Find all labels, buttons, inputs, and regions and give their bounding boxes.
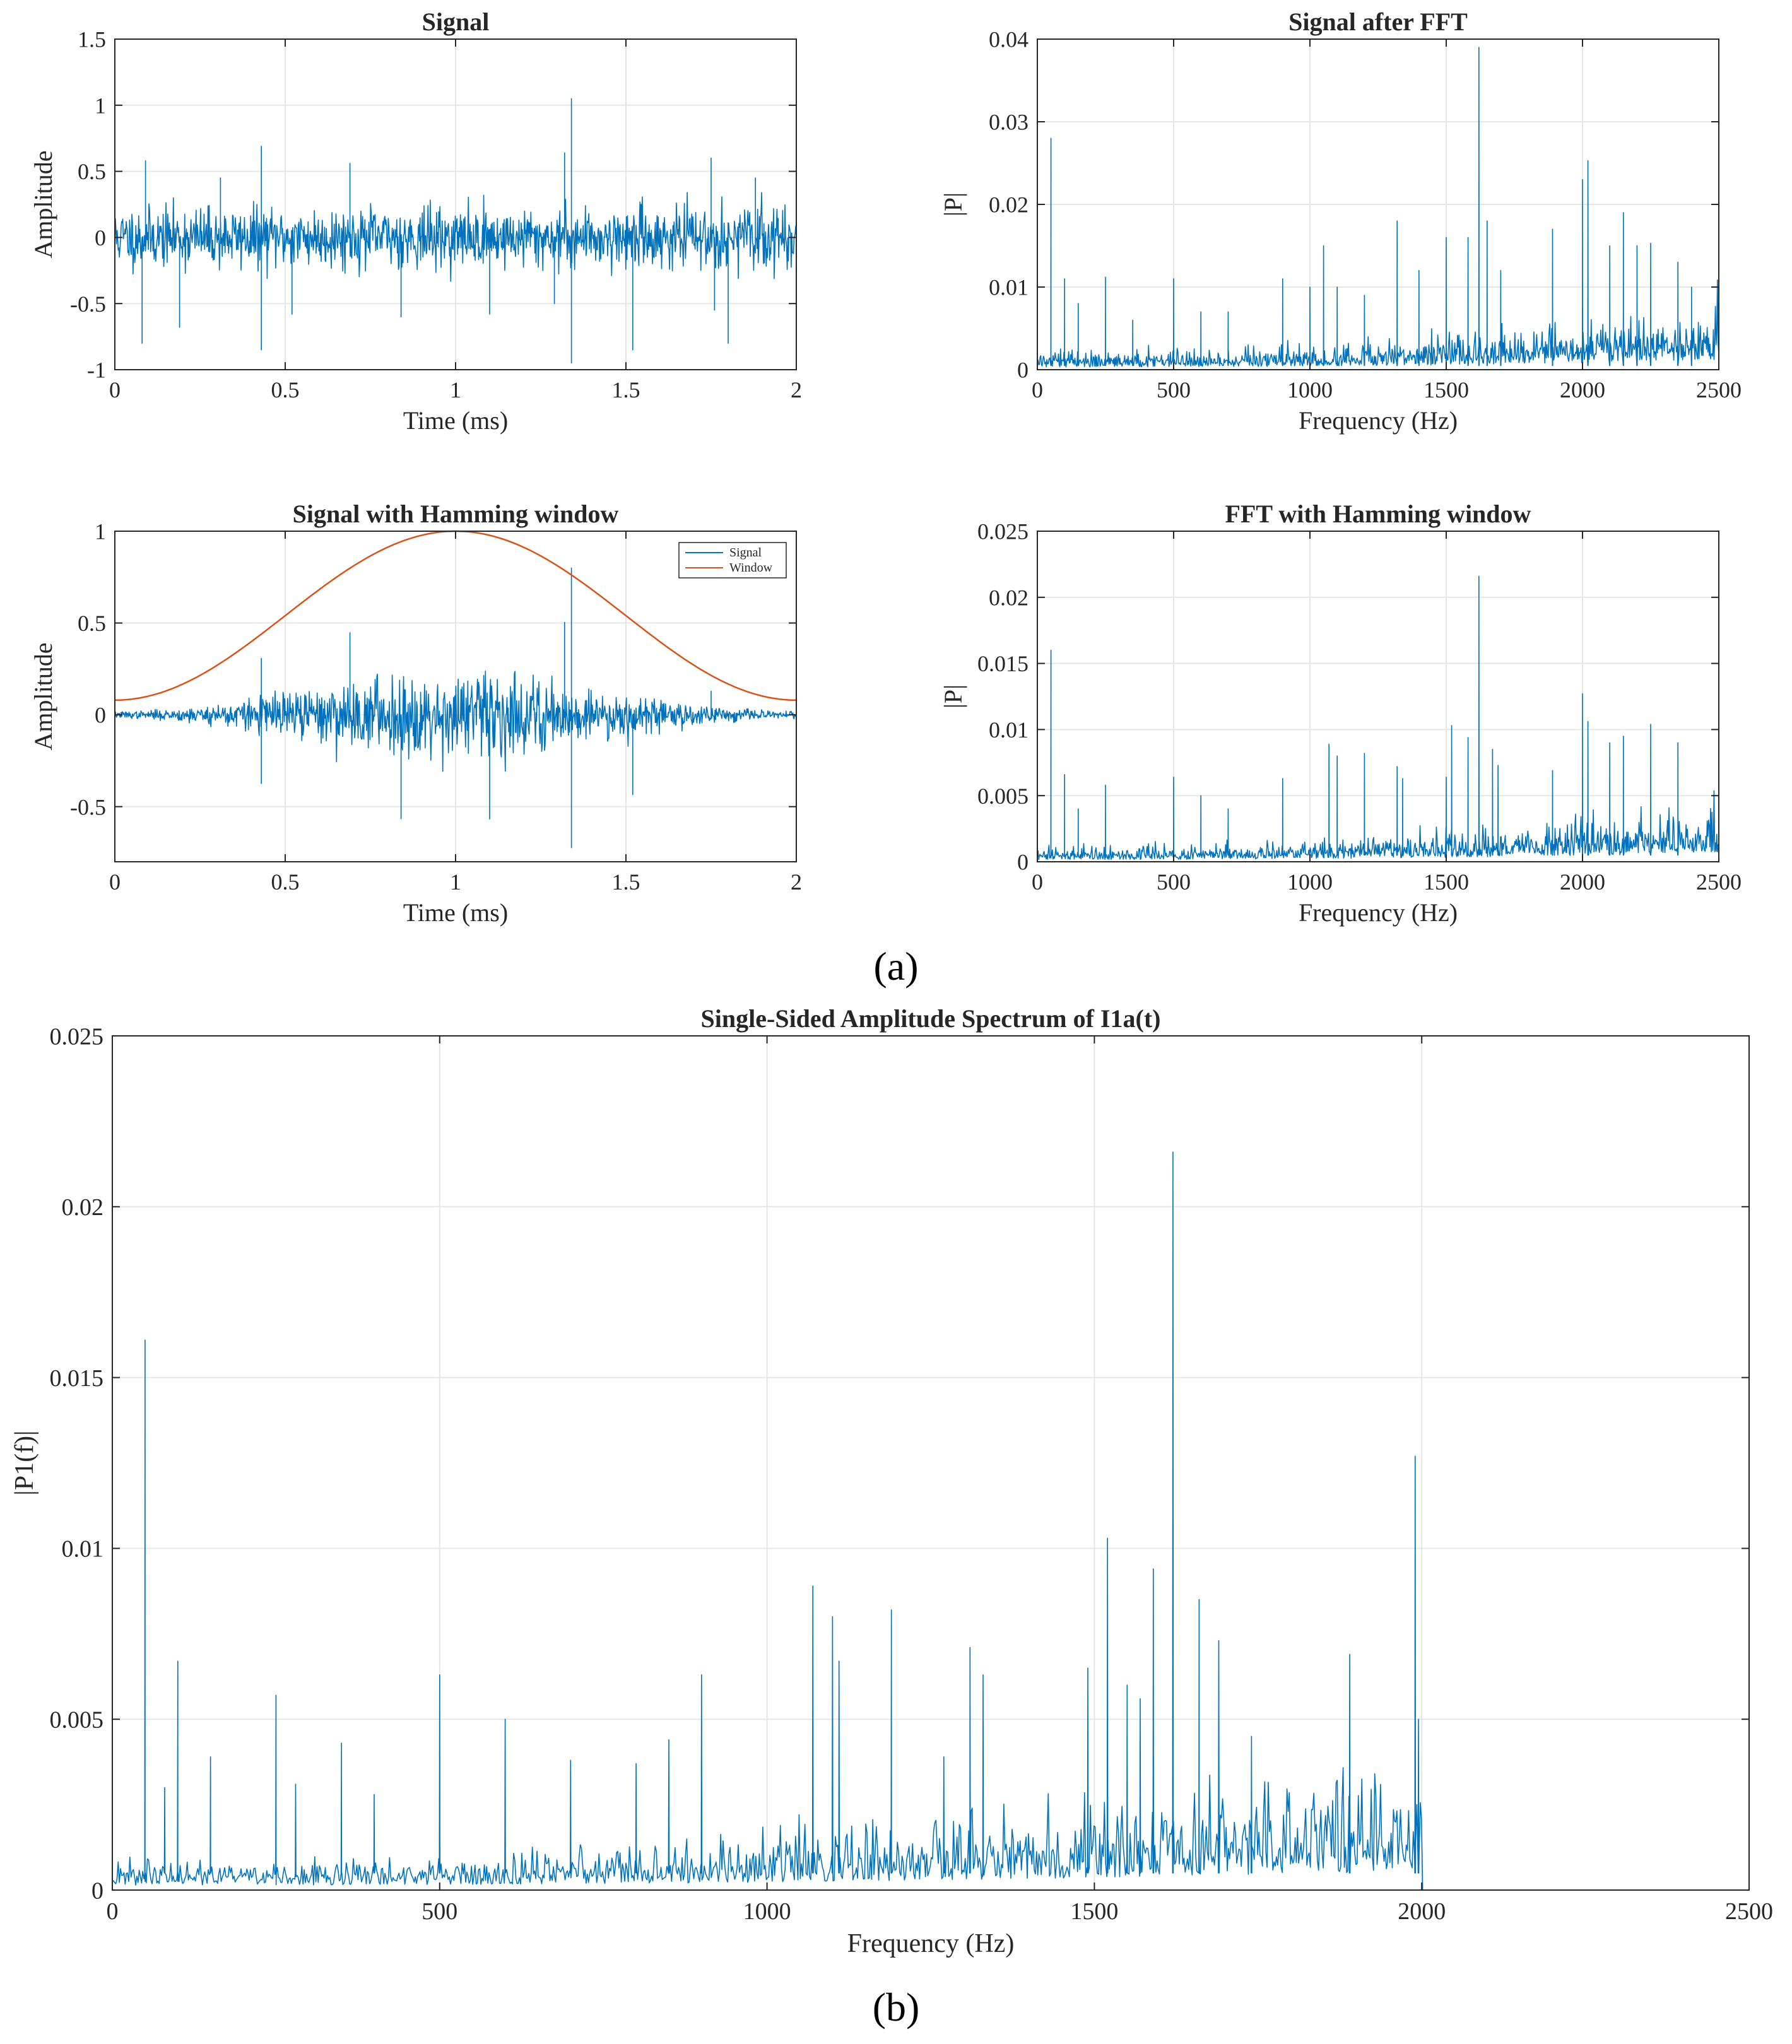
x-axis-label: Time (ms)	[403, 898, 508, 927]
x-tick-label: 1500	[1424, 377, 1469, 402]
y-tick-label: 0.005	[50, 1707, 104, 1734]
panel-label-b: (b)	[872, 1985, 920, 2029]
y-tick-label: -0.5	[70, 794, 106, 819]
chart-single-sided-amplitude-spectrum: 0 500 1000 1500 2000 2500 0 0.005 0.01 0.015 0.02 0…	[10, 1004, 1773, 1958]
x-tick-label: 0	[1032, 869, 1043, 895]
x-tick-label: 2000	[1560, 377, 1605, 402]
y-axis-label: |P|	[939, 684, 967, 708]
y-tick-label: 0.5	[78, 611, 106, 636]
y-tick-label: 0.01	[989, 275, 1029, 300]
y-tick-label: 0.02	[989, 585, 1029, 610]
chart-signal-with-hamming-window: 0 0.5 1 1.5 2 -0.5 0 0.5 1 Signal with Hamming wi…	[29, 500, 802, 927]
y-tick-label: 0	[95, 703, 106, 728]
x-tick-label: 1500	[1424, 869, 1469, 895]
x-tick-label: 2	[791, 869, 802, 895]
series--p-	[1037, 47, 1719, 368]
y-tick-label: 0.025	[50, 1023, 104, 1050]
x-tick-label: 1.5	[612, 377, 640, 402]
x-tick-label: 2500	[1696, 869, 1742, 895]
x-tick-label: 2500	[1725, 1898, 1773, 1925]
x-tick-label: 0	[1032, 377, 1043, 402]
chart-title: Signal with Hamming window	[293, 500, 619, 528]
chart-title: Signal after FFT	[1288, 8, 1468, 36]
y-tick-label: 1.5	[78, 27, 106, 52]
x-tick-label: 1	[450, 869, 461, 895]
series-signal	[114, 98, 797, 364]
x-axis-label: Frequency (Hz)	[1299, 898, 1458, 927]
chart-signal-after-fft: 0 500 1000 1500 2000 2500 0 0.01 0.02 0.03 0.04 Sig…	[939, 8, 1742, 435]
y-tick-label: 0.03	[989, 110, 1029, 135]
series--p1-f-	[112, 1151, 1749, 1891]
chart-signal: 0 0.5 1 1.5 2 -1 -0.5 0 0.5 1 1.5 Signal Time (ms) Am…	[29, 8, 802, 435]
x-tick-label: 2000	[1398, 1898, 1446, 1925]
legend-label-signal: Signal	[729, 546, 762, 560]
y-axis-label: Amplitude	[29, 642, 57, 750]
y-tick-label: 0.02	[989, 192, 1029, 218]
y-axis-label: |P1(f)|	[10, 1430, 39, 1495]
y-tick-label: 0	[1017, 358, 1029, 383]
y-tick-label: 0.5	[78, 159, 106, 184]
legend-box	[678, 542, 787, 579]
y-tick-label: 0.005	[977, 784, 1029, 809]
chart-fft-with-hamming-window: 0 500 1000 1500 2000 2500 0 0.005 0.01 0.015 0.02 0…	[939, 500, 1742, 927]
x-tick-label: 0	[109, 377, 121, 402]
chart-title: Single-Sided Amplitude Spectrum of I1a(t…	[701, 1004, 1161, 1033]
grid	[112, 1035, 1750, 1891]
x-tick-label: 0	[109, 869, 121, 895]
y-tick-label: 0.04	[989, 27, 1029, 52]
x-tick-label: 2	[791, 377, 802, 402]
y-tick-label: 0	[91, 1877, 103, 1904]
x-tick-label: 2000	[1560, 869, 1605, 895]
x-tick-label: 1	[450, 377, 461, 402]
x-tick-label: 1.5	[612, 869, 640, 895]
y-tick-label: 0.01	[62, 1536, 104, 1563]
y-tick-label: 0.01	[989, 717, 1029, 743]
y-tick-label: -1	[87, 358, 106, 383]
y-tick-label: 0.015	[977, 651, 1029, 676]
axes-box	[112, 1035, 1750, 1891]
grid	[114, 38, 797, 370]
x-tick-label: 1000	[1287, 869, 1333, 895]
x-tick-label: 0.5	[271, 869, 300, 895]
chart-title: Signal	[422, 8, 490, 36]
y-tick-label: 0.02	[62, 1194, 104, 1221]
x-tick-label: 500	[1157, 869, 1191, 895]
x-tick-label: 1500	[1070, 1898, 1118, 1925]
chart-title: FFT with Hamming window	[1225, 500, 1531, 528]
series-signal	[114, 567, 797, 849]
x-tick-label: 0.5	[271, 377, 300, 402]
grid	[1037, 38, 1719, 370]
x-axis-label: Frequency (Hz)	[1299, 406, 1458, 435]
legend-label-window: Window	[729, 561, 773, 575]
y-tick-label: 0.015	[50, 1365, 104, 1392]
x-tick-label: 1000	[743, 1898, 791, 1925]
y-tick-label: 0	[1017, 850, 1029, 875]
y-tick-label: -0.5	[70, 291, 106, 317]
x-tick-label: 0	[107, 1898, 119, 1925]
x-axis-label: Frequency (Hz)	[847, 1929, 1015, 1958]
axes-box	[1037, 531, 1719, 862]
x-tick-label: 1000	[1287, 377, 1333, 402]
x-axis-label: Time (ms)	[403, 406, 508, 435]
y-axis-label: |P|	[939, 192, 967, 216]
y-tick-label: 0	[95, 225, 106, 250]
y-tick-label: 0.025	[977, 519, 1029, 544]
y-tick-label: 1	[95, 519, 106, 544]
y-tick-label: 1	[95, 93, 106, 118]
series--p-	[1037, 575, 1719, 860]
panel-label-a: (a)	[873, 944, 919, 989]
x-tick-label: 500	[421, 1898, 457, 1925]
y-axis-label: Amplitude	[29, 150, 57, 258]
x-tick-label: 500	[1157, 377, 1191, 402]
grid	[1037, 531, 1719, 862]
x-tick-label: 2500	[1696, 377, 1742, 402]
